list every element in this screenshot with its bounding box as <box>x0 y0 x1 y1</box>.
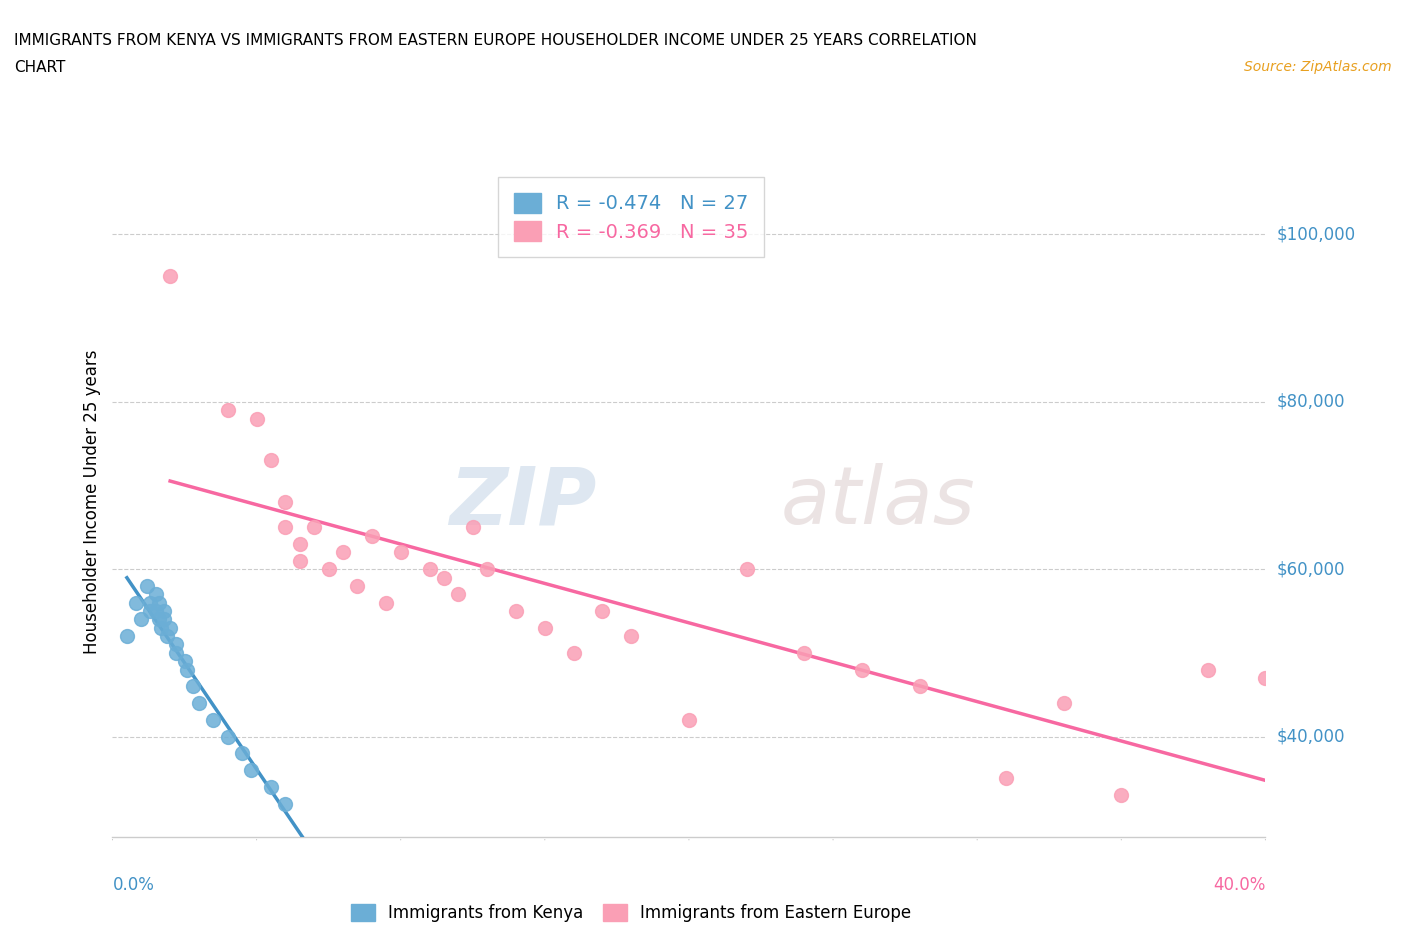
Point <box>139 595 162 610</box>
Point <box>461 520 484 535</box>
Point <box>165 637 187 652</box>
Point <box>260 453 283 468</box>
Point <box>433 570 456 585</box>
Point <box>136 578 159 593</box>
Text: CHART: CHART <box>14 60 66 75</box>
Point <box>1111 788 1133 803</box>
Point <box>153 612 176 627</box>
Text: IMMIGRANTS FROM KENYA VS IMMIGRANTS FROM EASTERN EUROPE HOUSEHOLDER INCOME UNDER: IMMIGRANTS FROM KENYA VS IMMIGRANTS FROM… <box>14 33 977 47</box>
Point <box>239 763 262 777</box>
Point <box>274 495 297 510</box>
Point <box>332 545 354 560</box>
Point <box>245 411 267 426</box>
Point <box>202 712 225 727</box>
Point <box>908 679 931 694</box>
Point <box>360 528 382 543</box>
Point <box>150 620 173 635</box>
Point <box>505 604 527 618</box>
Legend: Immigrants from Kenya, Immigrants from Eastern Europe: Immigrants from Kenya, Immigrants from E… <box>337 891 925 930</box>
Text: $100,000: $100,000 <box>1277 225 1355 244</box>
Point <box>139 604 162 618</box>
Text: Source: ZipAtlas.com: Source: ZipAtlas.com <box>1244 60 1392 74</box>
Point <box>274 520 297 535</box>
Text: 0.0%: 0.0% <box>112 876 155 894</box>
Point <box>533 620 555 635</box>
Point <box>145 604 167 618</box>
Point <box>176 662 198 677</box>
Point <box>124 595 146 610</box>
Point <box>304 520 326 535</box>
Point <box>159 620 181 635</box>
Point <box>217 403 239 418</box>
Point <box>419 562 441 577</box>
Point <box>188 696 211 711</box>
Point <box>318 562 340 577</box>
Point <box>165 645 187 660</box>
Point <box>447 587 470 602</box>
Text: $40,000: $40,000 <box>1277 727 1346 746</box>
Text: ZIP: ZIP <box>450 463 596 541</box>
Point <box>217 729 239 744</box>
Point <box>851 662 873 677</box>
Point <box>288 537 311 551</box>
Point <box>735 562 758 577</box>
Point <box>148 612 170 627</box>
Point <box>375 595 398 610</box>
Text: 40.0%: 40.0% <box>1213 876 1265 894</box>
Point <box>274 796 297 811</box>
Point <box>148 595 170 610</box>
Point <box>231 746 253 761</box>
Point <box>1197 662 1219 677</box>
Point <box>592 604 614 618</box>
Point <box>793 645 815 660</box>
Text: atlas: atlas <box>782 463 976 541</box>
Point <box>1052 696 1074 711</box>
Point <box>1254 671 1277 685</box>
Point <box>129 612 153 627</box>
Point <box>389 545 412 560</box>
Point <box>159 269 181 284</box>
Point <box>260 779 283 794</box>
Point <box>995 771 1018 786</box>
Point <box>562 645 585 660</box>
Text: $80,000: $80,000 <box>1277 392 1346 411</box>
Point <box>620 629 643 644</box>
Point <box>288 553 311 568</box>
Y-axis label: Householder Income Under 25 years: Householder Income Under 25 years <box>83 350 101 655</box>
Point <box>115 629 138 644</box>
Point <box>678 712 700 727</box>
Point <box>156 629 179 644</box>
Point <box>173 654 195 669</box>
Point <box>153 604 176 618</box>
Point <box>346 578 368 593</box>
Point <box>145 587 167 602</box>
Text: $60,000: $60,000 <box>1277 560 1346 578</box>
Point <box>181 679 204 694</box>
Point <box>475 562 498 577</box>
